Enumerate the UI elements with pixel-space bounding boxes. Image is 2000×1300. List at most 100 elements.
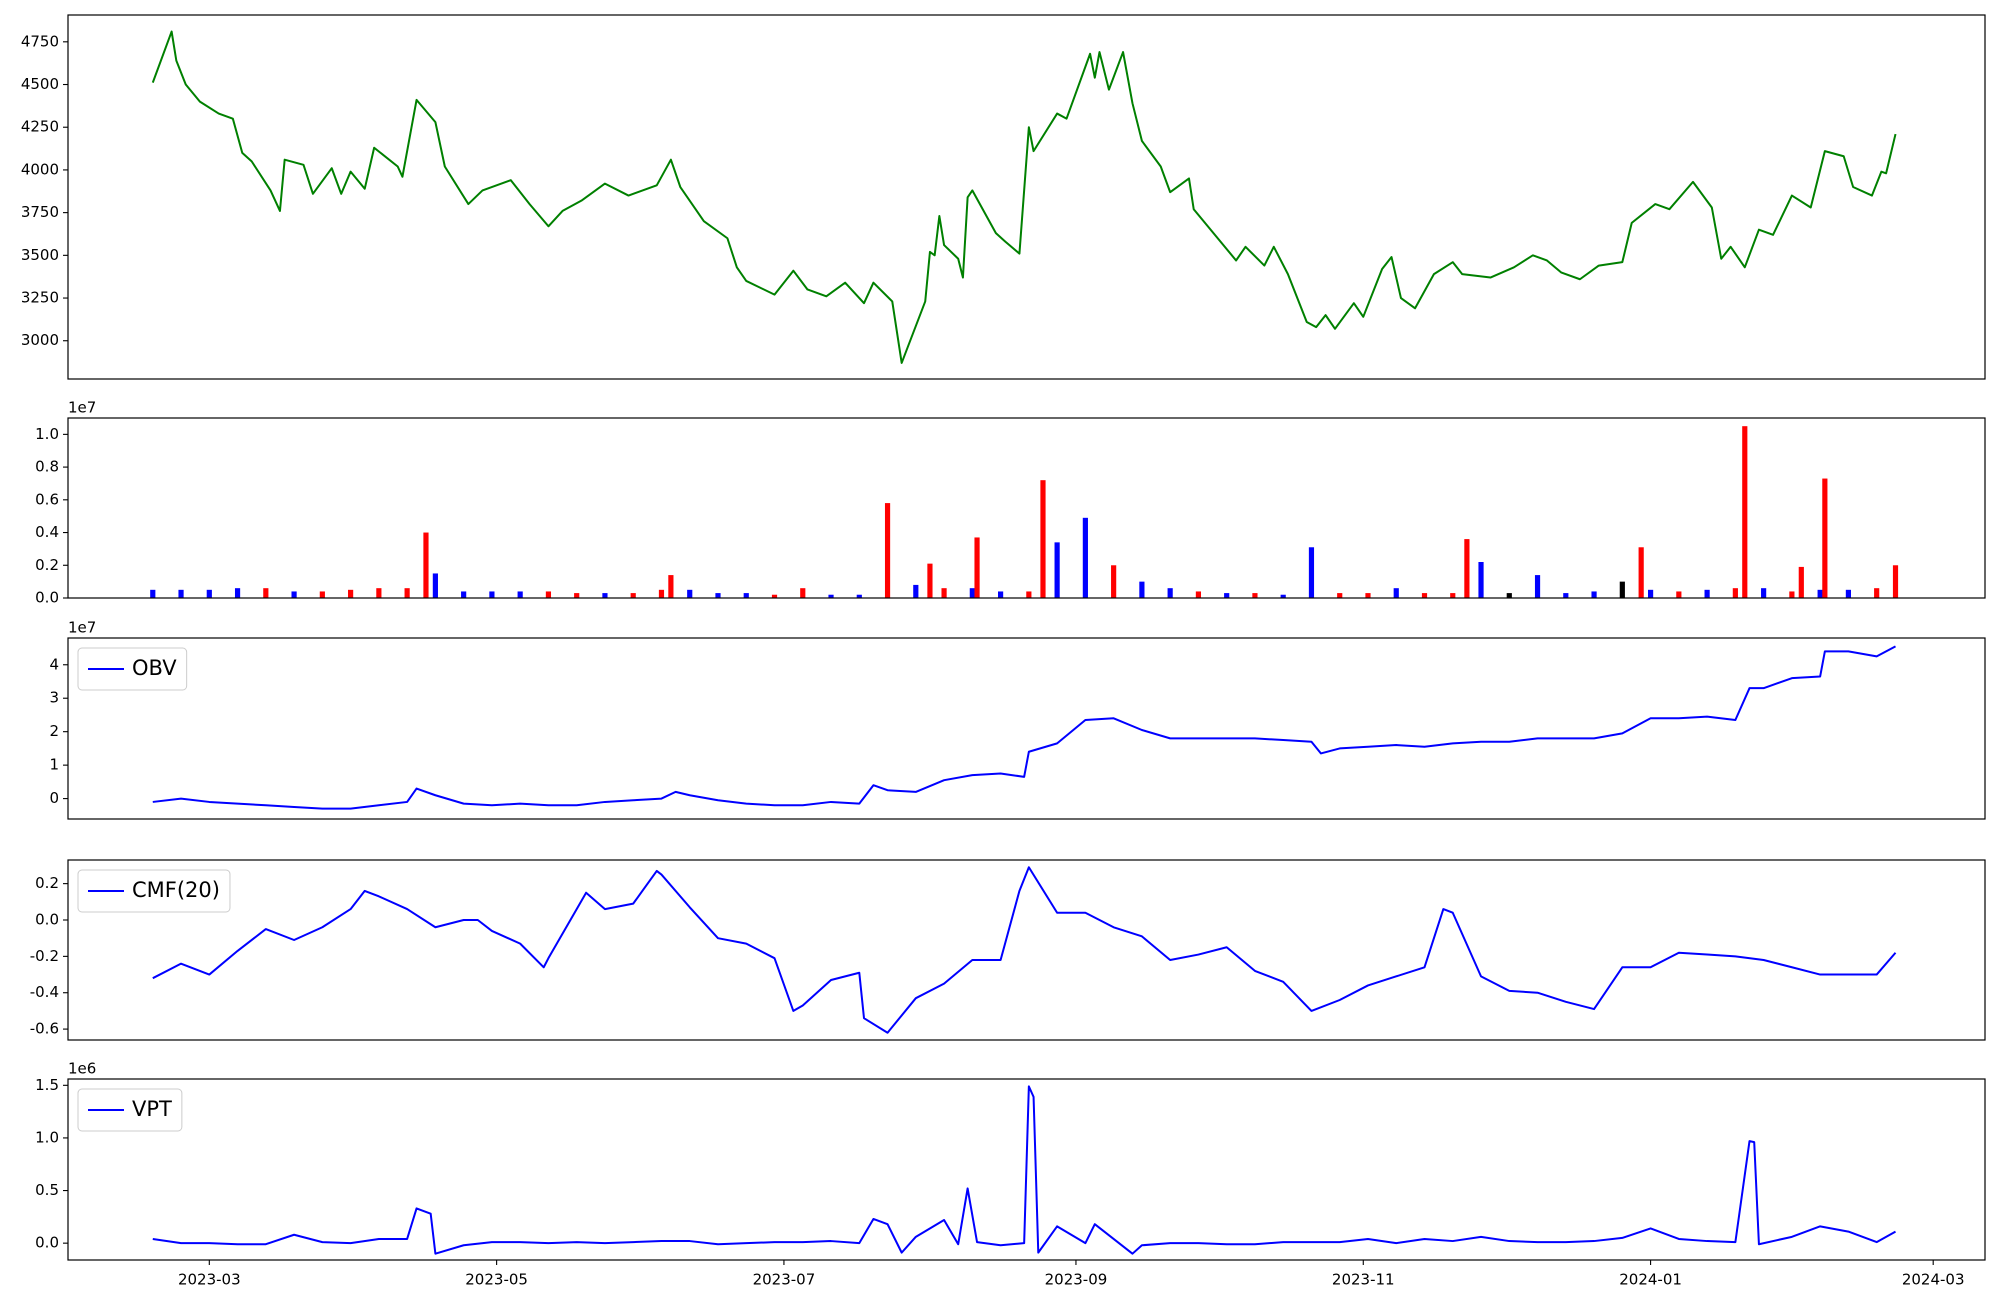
volume-bar <box>998 591 1004 598</box>
volume-bar <box>1798 566 1804 598</box>
y-tick-label: 3000 <box>21 331 59 349</box>
volume-bar <box>1365 593 1371 598</box>
legend: OBV <box>77 647 188 691</box>
volume-bar <box>348 589 354 598</box>
volume-bar <box>927 563 933 598</box>
x-tick-label: 2024-03 <box>1902 1271 1965 1289</box>
legend-label: OBV <box>132 656 177 680</box>
volume-bar <box>1026 591 1032 598</box>
y-tick-label: -0.6 <box>30 1020 59 1038</box>
y-tick-label: 0.8 <box>35 458 59 476</box>
volume-bar <box>1450 593 1456 598</box>
axes-frame <box>67 1078 1986 1261</box>
y-tick-label: 0.2 <box>35 556 59 574</box>
volume-bar <box>574 593 580 598</box>
volume-bar <box>658 589 665 598</box>
volume-bar <box>1619 581 1625 598</box>
y-tick-label: 0.5 <box>35 1181 59 1199</box>
panel: 0.0 0.2 0.4 0.6 0.8 1.0 1e7 <box>35 399 1986 607</box>
volume-bar <box>771 594 778 598</box>
volume-bar <box>1647 589 1654 598</box>
volume-bar <box>376 588 382 598</box>
y-tick-label: 1.0 <box>35 1128 59 1146</box>
volume-bar <box>1111 565 1117 598</box>
panel: -0.6 -0.4 -0.2 0.0 0.2 CMF(20) <box>30 859 1986 1041</box>
volume-bar <box>800 588 806 598</box>
x-tick-label: 2023-07 <box>753 1271 816 1289</box>
legend-label: VPT <box>132 1097 172 1121</box>
volume-bar <box>1280 594 1286 598</box>
volume-bar <box>461 591 467 598</box>
axis-offset: 1e7 <box>68 399 96 417</box>
volume-bar <box>517 591 523 598</box>
volume-bar <box>884 503 891 598</box>
data-line <box>152 1085 1896 1255</box>
volume-bar <box>263 588 269 598</box>
volume-bar <box>1082 517 1088 598</box>
volume-bar <box>1393 588 1399 598</box>
volume-bar <box>1874 588 1880 598</box>
volume-bar <box>668 575 674 598</box>
volume-bar <box>1464 539 1470 598</box>
volume-bar <box>1252 593 1258 598</box>
x-tick-label: 2023-05 <box>465 1271 528 1289</box>
legend: CMF(20) <box>77 869 231 913</box>
volume-bar <box>1761 588 1767 598</box>
volume-bar <box>1676 591 1682 598</box>
y-tick-label: 4250 <box>21 118 59 136</box>
legend-box <box>77 869 231 913</box>
volume-bar <box>423 532 429 598</box>
volume-bar <box>687 589 693 598</box>
y-tick-label: 4000 <box>21 160 59 178</box>
y-tick-label: -0.4 <box>30 983 59 1001</box>
y-tick-label: 3250 <box>21 289 59 307</box>
y-tick-label: -0.2 <box>30 947 59 965</box>
y-tick-label: 3500 <box>21 246 59 264</box>
volume-bar <box>1534 575 1541 598</box>
axes-frame <box>67 859 1986 1041</box>
axes-frame <box>67 637 1986 820</box>
volume-bar <box>206 589 212 598</box>
volume-bar <box>969 588 975 598</box>
volume-bar <box>743 593 749 598</box>
volume-bar <box>1704 589 1710 598</box>
volume-bar <box>489 591 495 598</box>
volume-bar <box>1167 588 1173 598</box>
volume-bar <box>1591 591 1597 598</box>
volume-bar <box>974 537 980 598</box>
volume-bar <box>1337 593 1343 598</box>
legend-label: CMF(20) <box>132 878 220 902</box>
x-tick-label: 2023-03 <box>178 1271 241 1289</box>
volume-bar <box>545 591 552 598</box>
volume-bar <box>1892 565 1899 598</box>
y-tick-label: 3750 <box>21 203 59 221</box>
volume-bar <box>1563 593 1569 598</box>
legend-box <box>77 1088 183 1132</box>
data-line <box>152 866 1897 1034</box>
volume-bar <box>234 588 241 598</box>
volume-bar <box>1845 589 1851 598</box>
volume-bar <box>856 594 862 598</box>
x-tick-label: 2023-09 <box>1045 1271 1108 1289</box>
y-tick-label: 0.2 <box>35 874 59 892</box>
volume-bar <box>1732 588 1738 598</box>
x-tick-label: 2023-11 <box>1332 1271 1395 1289</box>
y-tick-label: 1.5 <box>35 1076 59 1094</box>
volume-bar <box>602 593 608 598</box>
axis-offset: 1e7 <box>68 619 96 637</box>
axis-offset: 1e6 <box>68 1060 96 1078</box>
x-tick-label: 2024-01 <box>1619 1271 1682 1289</box>
volume-bar <box>1822 478 1828 598</box>
volume-bar <box>178 589 184 598</box>
y-tick-label: 0 <box>49 789 59 807</box>
y-tick-label: 0.0 <box>35 589 59 607</box>
volume-bar <box>1742 426 1748 598</box>
panel: 0 1 2 3 4 1e7 OBV <box>49 619 1986 820</box>
volume-bar <box>828 594 834 598</box>
y-tick-label: 0.0 <box>35 911 59 929</box>
panel: 0.0 0.5 1.0 1.5 1e6 2023-03 2023-05 2023-07 2023… <box>35 1060 1986 1289</box>
volume-bar <box>319 591 325 598</box>
y-tick-label: 1 <box>49 756 59 774</box>
